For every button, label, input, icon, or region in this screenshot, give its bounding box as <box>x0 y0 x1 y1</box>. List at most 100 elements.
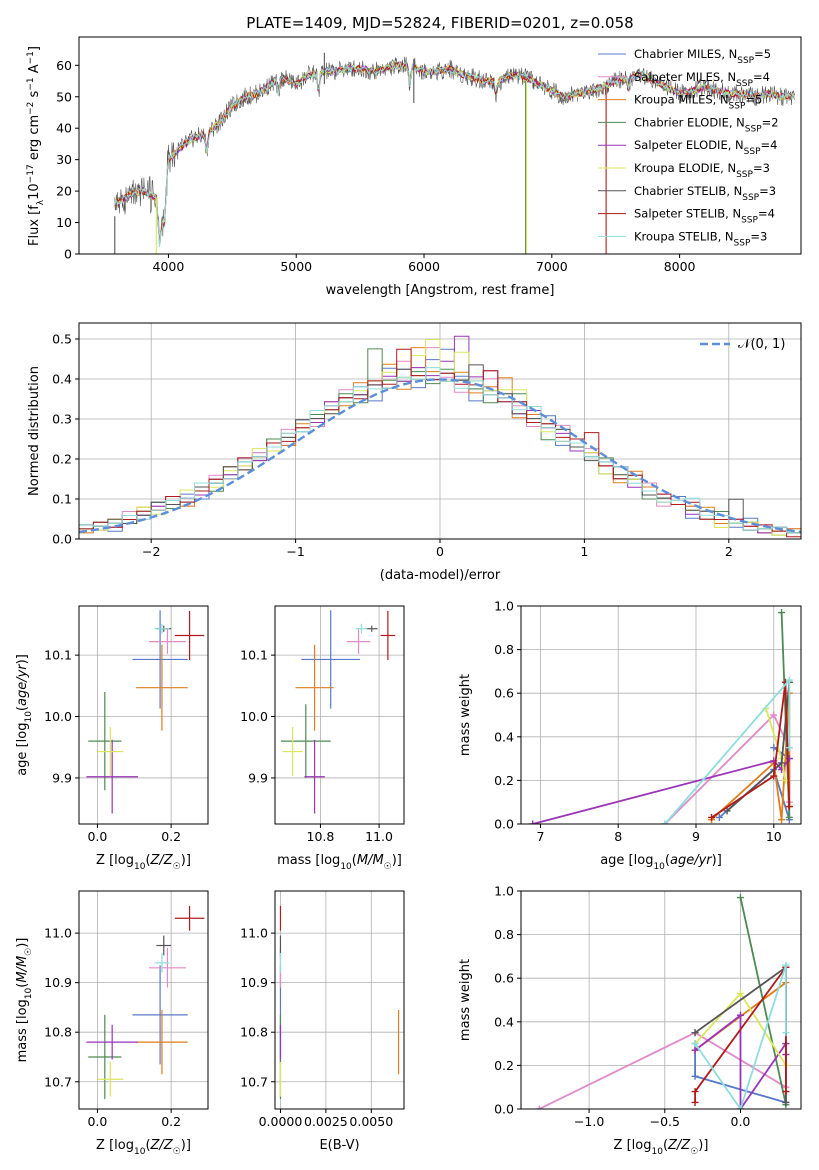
weight-marker <box>782 961 790 969</box>
point-salpeter-miles <box>346 629 371 654</box>
weight-line <box>532 758 791 824</box>
y-axis-label: Normed distribution <box>27 366 42 496</box>
x-axis-label: mass [log10(M/M☉)] <box>277 853 402 872</box>
x-tick-label: 0.0 <box>87 1114 107 1129</box>
y-tick-label: 10.7 <box>240 1074 268 1089</box>
weight-marker <box>785 803 793 811</box>
y-axis-label: mass weight <box>458 674 473 756</box>
weight-marker <box>691 1046 699 1054</box>
y-tick-label: 10.1 <box>240 648 268 663</box>
point-kroupa-stelib <box>154 623 170 634</box>
point-salpeter-stelib <box>174 905 205 931</box>
point-kroupa-miles <box>136 644 188 731</box>
point-chabrier-miles <box>132 610 188 709</box>
y-tick-label: 10.0 <box>240 709 268 724</box>
normal-reference-curve <box>79 378 801 534</box>
y-tick-label: 1.0 <box>494 599 514 614</box>
x-tick-label: 0 <box>436 544 444 559</box>
histogram-kroupa-stelib <box>79 367 801 539</box>
x-tick-label: 7 <box>536 829 544 844</box>
legend-entry: Chabrier STELIB, NSSP=3 <box>634 184 776 203</box>
y-tick-label: 0.2 <box>494 773 514 788</box>
x-tick-label: 7000 <box>536 259 568 274</box>
point-kroupa-elodie <box>97 726 124 777</box>
y-tick-label: 0.2 <box>494 1058 514 1073</box>
x-tick-label: 6000 <box>408 259 440 274</box>
weight-line <box>694 964 787 1109</box>
point-salpeter-stelib <box>174 610 205 661</box>
point-salpeter-miles <box>149 629 186 654</box>
y-tick-label: 40 <box>56 121 72 136</box>
y-axis-label: Flux [fλ10−17 erg cm−2 s−1 A−1] <box>26 46 46 246</box>
legend-entry: Chabrier MILES, NSSP=5 <box>634 47 771 66</box>
chart-spectrum: 4000 5000 6000 7000 8000 0 10 20 30 40 50 60 Chabrie… <box>26 36 802 298</box>
weight-marker <box>661 820 669 824</box>
x-axis-label: age [log10(age/yr)] <box>600 853 722 872</box>
point-chabrier-stelib <box>156 935 172 956</box>
y-tick-label: 50 <box>56 89 72 104</box>
y-tick-label: 0.1 <box>52 492 72 507</box>
axes-frame <box>78 322 802 540</box>
x-tick-label: −1.0 <box>574 1114 604 1129</box>
point-chabrier-elodie <box>88 691 122 791</box>
chart-age_vs_mass: 10.8 11.0 9.9 10.0 10.1 mass [log10(M/M☉)] <box>240 605 405 872</box>
x-tick-label: 0.0 <box>87 829 107 844</box>
y-tick-label: 11.0 <box>44 926 72 941</box>
y-tick-label: 10.9 <box>44 975 72 990</box>
legend-entry: Salpeter STELIB, NSSP=4 <box>634 207 775 226</box>
weight-marker <box>736 989 744 997</box>
point-chabrier-miles <box>132 965 188 1065</box>
weight-marker <box>736 894 744 902</box>
x-tick-label: 1 <box>580 544 588 559</box>
x-tick-label: 10 <box>766 829 782 844</box>
weight-line <box>739 897 787 1105</box>
weight-marker <box>736 1105 744 1109</box>
weight-marker <box>723 807 731 815</box>
y-tick-label: 10.1 <box>44 648 72 663</box>
axes-frame <box>274 890 405 1110</box>
y-tick-label: 0 <box>64 247 72 262</box>
y-tick-label: 0.8 <box>494 927 514 942</box>
legend-entry: Salpeter MILES, NSSP=4 <box>634 70 770 89</box>
y-axis-label: age [log10(age/yr)] <box>15 654 34 776</box>
legend-entry: 𝒩(0, 1) <box>738 337 785 352</box>
point-chabrier-elodie <box>88 1014 122 1100</box>
y-tick-label: 60 <box>56 58 72 73</box>
chart-age_vs_Z: 0.0 0.2 9.9 10.0 10.1 Z [log10(Z/Z☉)] age [log… <box>15 605 209 872</box>
axes-frame <box>520 605 802 825</box>
x-axis-label: E(B-V) <box>319 1138 359 1153</box>
x-axis-label: (data-model)/error <box>380 568 501 583</box>
point-kroupa-stelib <box>154 952 170 973</box>
y-tick-label: 10.7 <box>44 1074 72 1089</box>
point-kroupa-miles <box>295 644 334 731</box>
y-tick-label: 10.8 <box>44 1025 72 1040</box>
weight-line <box>711 682 791 819</box>
x-tick-label: 0.0000 <box>259 1114 303 1129</box>
weight-series-salpeter-elodie <box>529 755 793 824</box>
y-tick-label: 0.8 <box>494 642 514 657</box>
x-axis-label: Z [log10(Z/Z☉)] <box>614 1138 709 1157</box>
y-tick-label: 0.0 <box>494 817 514 832</box>
x-tick-label: 0.0050 <box>349 1114 393 1129</box>
y-tick-label: 9.9 <box>52 770 72 785</box>
point-kroupa-elodie <box>97 1061 124 1097</box>
weight-marker <box>691 1029 699 1037</box>
weight-marker <box>770 744 778 752</box>
weight-series-salpeter-miles <box>535 1029 790 1109</box>
chart-weight_vs_Z: −1.0 −0.5 0.0 0.0 0.2 0.4 0.6 0.8 1.0 Z [log10(Z/… <box>458 884 802 1157</box>
x-tick-label: 8 <box>614 829 622 844</box>
y-tick-label: 0.0 <box>494 1102 514 1117</box>
x-tick-label: 8000 <box>664 259 696 274</box>
weight-marker <box>736 1011 744 1019</box>
y-tick-label: 11.0 <box>240 926 268 941</box>
point-salpeter-elodie <box>86 1024 138 1060</box>
x-tick-label: 0.2 <box>161 1114 181 1129</box>
y-tick-label: 10.8 <box>240 1025 268 1040</box>
weight-marker <box>785 676 793 684</box>
x-tick-label: −1 <box>286 544 304 559</box>
point-kroupa-miles <box>136 1009 188 1075</box>
x-tick-label: 0.2 <box>161 829 181 844</box>
y-tick-label: 0.2 <box>52 452 72 467</box>
weight-marker <box>770 711 778 719</box>
